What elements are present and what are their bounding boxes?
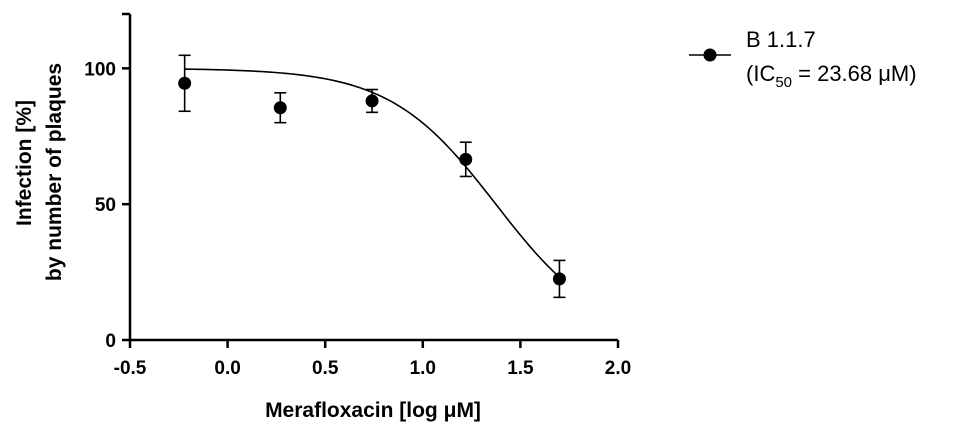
x-ticks: -0.5 0.0 0.5 1.0 1.5 2.0 bbox=[114, 340, 631, 379]
x-axis-label: Merafloxacin [log μM] bbox=[265, 399, 481, 422]
data-point bbox=[552, 259, 566, 299]
x-tick-label: 0.5 bbox=[312, 358, 339, 379]
x-tick-label: 2.0 bbox=[605, 358, 631, 379]
y-tick-label: 100 bbox=[84, 59, 116, 80]
data-point bbox=[178, 54, 192, 113]
legend-ic50-label: (IC50 = 23.68 μM) bbox=[746, 61, 917, 91]
y-ticks: 0 50 100 bbox=[84, 12, 130, 352]
data-point bbox=[459, 141, 473, 178]
point-marker bbox=[273, 101, 287, 115]
x-tick-label: -0.5 bbox=[114, 358, 147, 379]
point-marker bbox=[178, 76, 192, 90]
point-marker bbox=[365, 94, 379, 108]
y-axis-label-line-2: by number of plaques bbox=[43, 63, 66, 281]
legend-ic50-prefix: (IC bbox=[746, 61, 775, 86]
axes: -0.5 0.0 0.5 1.0 1.5 2.0 0 50 100 bbox=[84, 12, 631, 379]
x-tick-label: 0.0 bbox=[214, 358, 240, 379]
y-axis-label: Infection [%] by number of plaques bbox=[13, 63, 66, 281]
legend-series-name: B 1.1.7 bbox=[746, 27, 816, 52]
point-marker bbox=[552, 272, 566, 286]
legend: B 1.1.7 (IC50 = 23.68 μM) bbox=[689, 27, 917, 91]
data-point bbox=[273, 91, 287, 124]
x-tick-label: 1.0 bbox=[410, 358, 436, 379]
x-tick-label: 1.5 bbox=[507, 358, 534, 379]
data-point bbox=[365, 88, 379, 114]
y-tick-label: 50 bbox=[95, 195, 116, 216]
plot-area bbox=[178, 54, 566, 299]
point-marker bbox=[459, 152, 473, 166]
legend-marker bbox=[703, 48, 717, 62]
legend-ic50-suffix: = 23.68 μM) bbox=[792, 61, 917, 86]
legend-ic50-subscript: 50 bbox=[775, 74, 792, 91]
y-tick-label: 0 bbox=[105, 331, 116, 352]
data-points bbox=[178, 54, 566, 299]
y-axis-label-line-1: Infection [%] bbox=[13, 100, 36, 226]
